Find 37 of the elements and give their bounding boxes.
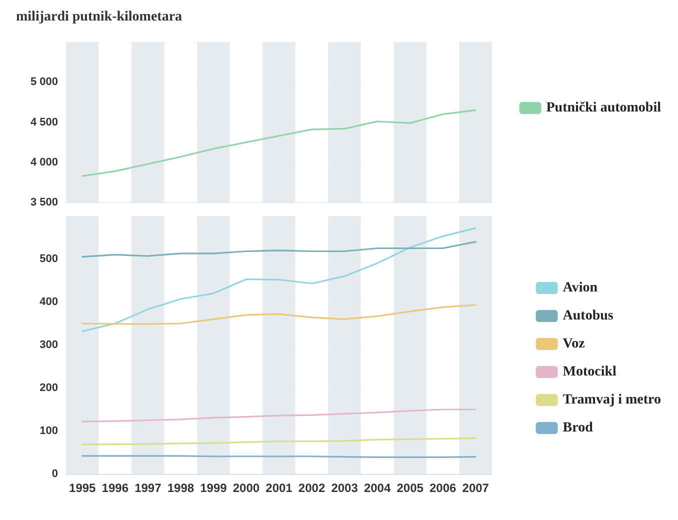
legend-label: Voz xyxy=(562,336,585,352)
x-tick-label: 2003 xyxy=(331,481,358,495)
y-tick-label: 3 500 xyxy=(30,196,58,208)
x-tick-label: 2004 xyxy=(364,481,391,495)
x-tick-label: 2000 xyxy=(232,481,260,495)
legend-label: Avion xyxy=(562,280,598,296)
legend-label: Motocikl xyxy=(562,364,617,380)
y-tick-label: 100 xyxy=(40,425,58,437)
line-series xyxy=(82,304,476,325)
y-tick-label: 4 000 xyxy=(30,156,58,168)
line-series xyxy=(82,408,476,422)
x-tick-label: 1999 xyxy=(200,481,228,495)
legend-label: Putnički automobil xyxy=(546,100,662,116)
legend-label: Brod xyxy=(562,420,594,436)
x-tick-label: 1997 xyxy=(134,481,162,495)
x-tick-label: 1996 xyxy=(102,481,129,495)
legend-label: Autobus xyxy=(562,308,614,324)
line-series xyxy=(82,241,476,258)
y-axis-title: milijardi putnik-kilometara xyxy=(16,10,182,24)
line-series xyxy=(82,438,476,446)
y-tick-label: 300 xyxy=(40,339,58,351)
x-tick-label: 2001 xyxy=(266,481,293,495)
line-series xyxy=(82,109,476,177)
y-tick-label: 5 000 xyxy=(30,76,58,88)
legend-label: Tramvaj i metro xyxy=(562,392,662,408)
x-tick-label: 1998 xyxy=(167,481,194,495)
y-tick-label: 0 xyxy=(52,468,58,480)
y-tick-label: 200 xyxy=(40,382,58,394)
y-tick-label: 4 500 xyxy=(30,116,58,128)
x-tick-label: 2005 xyxy=(396,481,424,495)
x-tick-label: 2002 xyxy=(298,481,326,495)
x-tick-label: 2006 xyxy=(429,481,457,495)
line-series xyxy=(82,227,476,332)
x-tick-label: 2007 xyxy=(462,481,490,495)
y-tick-label: 400 xyxy=(40,296,58,308)
y-tick-label: 500 xyxy=(40,253,58,265)
x-tick-label: 1995 xyxy=(69,481,96,495)
